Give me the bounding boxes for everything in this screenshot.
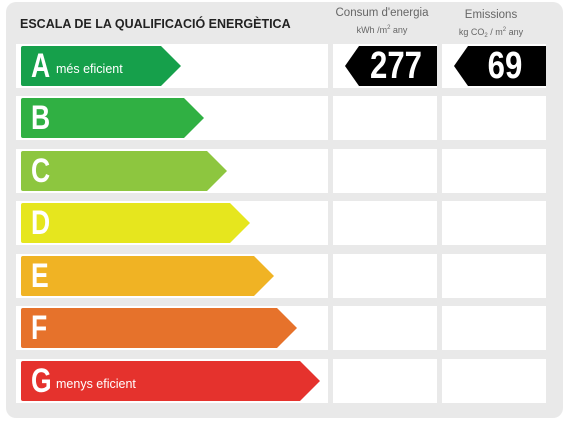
emissions-cell-c — [442, 149, 546, 193]
rating-row-f: F — [16, 306, 328, 350]
energy-cell-c — [333, 149, 437, 193]
emissions-header-title: Emissions — [464, 9, 518, 21]
energy-cell-a: 277 — [333, 44, 437, 88]
emissions-badge: 69 — [454, 45, 546, 87]
rating-sublabel: menys eficient — [56, 377, 136, 391]
emissions-badge-value: 69 — [487, 45, 523, 87]
rating-letter: F — [31, 309, 48, 347]
rating-sublabel: més eficient — [56, 62, 123, 76]
energy-header-title: Consum d'energia — [335, 7, 429, 19]
rating-letter: A — [31, 47, 51, 85]
rating-row-d: D — [16, 201, 328, 245]
emissions-header-unit: kg CO2 / m2 any — [458, 27, 524, 39]
emissions-cell-g — [442, 359, 546, 403]
rating-arrow-e: E — [21, 256, 274, 296]
energy-column-header: Consum d'energia kWh /m2 any — [334, 7, 430, 36]
rating-letter: G — [31, 362, 52, 400]
rating-row-c: C — [16, 149, 328, 193]
rating-row-e: E — [16, 254, 328, 298]
rating-row-b: B — [16, 96, 328, 140]
emissions-cell-e — [442, 254, 546, 298]
rating-arrow-f: F — [21, 308, 297, 348]
emissions-cell-d — [442, 201, 546, 245]
rating-letter: C — [31, 152, 51, 190]
emissions-cell-f — [442, 306, 546, 350]
energy-header-unit: kWh /m2 any — [356, 25, 408, 35]
energy-cell-d — [333, 201, 437, 245]
rating-letter: D — [31, 204, 51, 242]
rating-letter: E — [31, 257, 49, 295]
emissions-column-header: Emissions kg CO2 / m2 any — [443, 9, 539, 42]
rating-letter: B — [31, 99, 51, 137]
energy-cell-f — [333, 306, 437, 350]
energy-badge-value: 277 — [370, 45, 422, 87]
rating-arrow-c: C — [21, 151, 227, 191]
rating-arrow-b: B — [21, 98, 204, 138]
energy-badge: 277 — [345, 45, 437, 87]
rating-arrow-d: D — [21, 203, 250, 243]
energy-cell-g — [333, 359, 437, 403]
energy-cell-b — [333, 96, 437, 140]
energy-cell-e — [333, 254, 437, 298]
emissions-cell-b — [442, 96, 546, 140]
scale-title: ESCALA DE LA QUALIFICACIÓ ENERGÈTICA — [20, 17, 291, 31]
emissions-cell-a: 69 — [442, 44, 546, 88]
